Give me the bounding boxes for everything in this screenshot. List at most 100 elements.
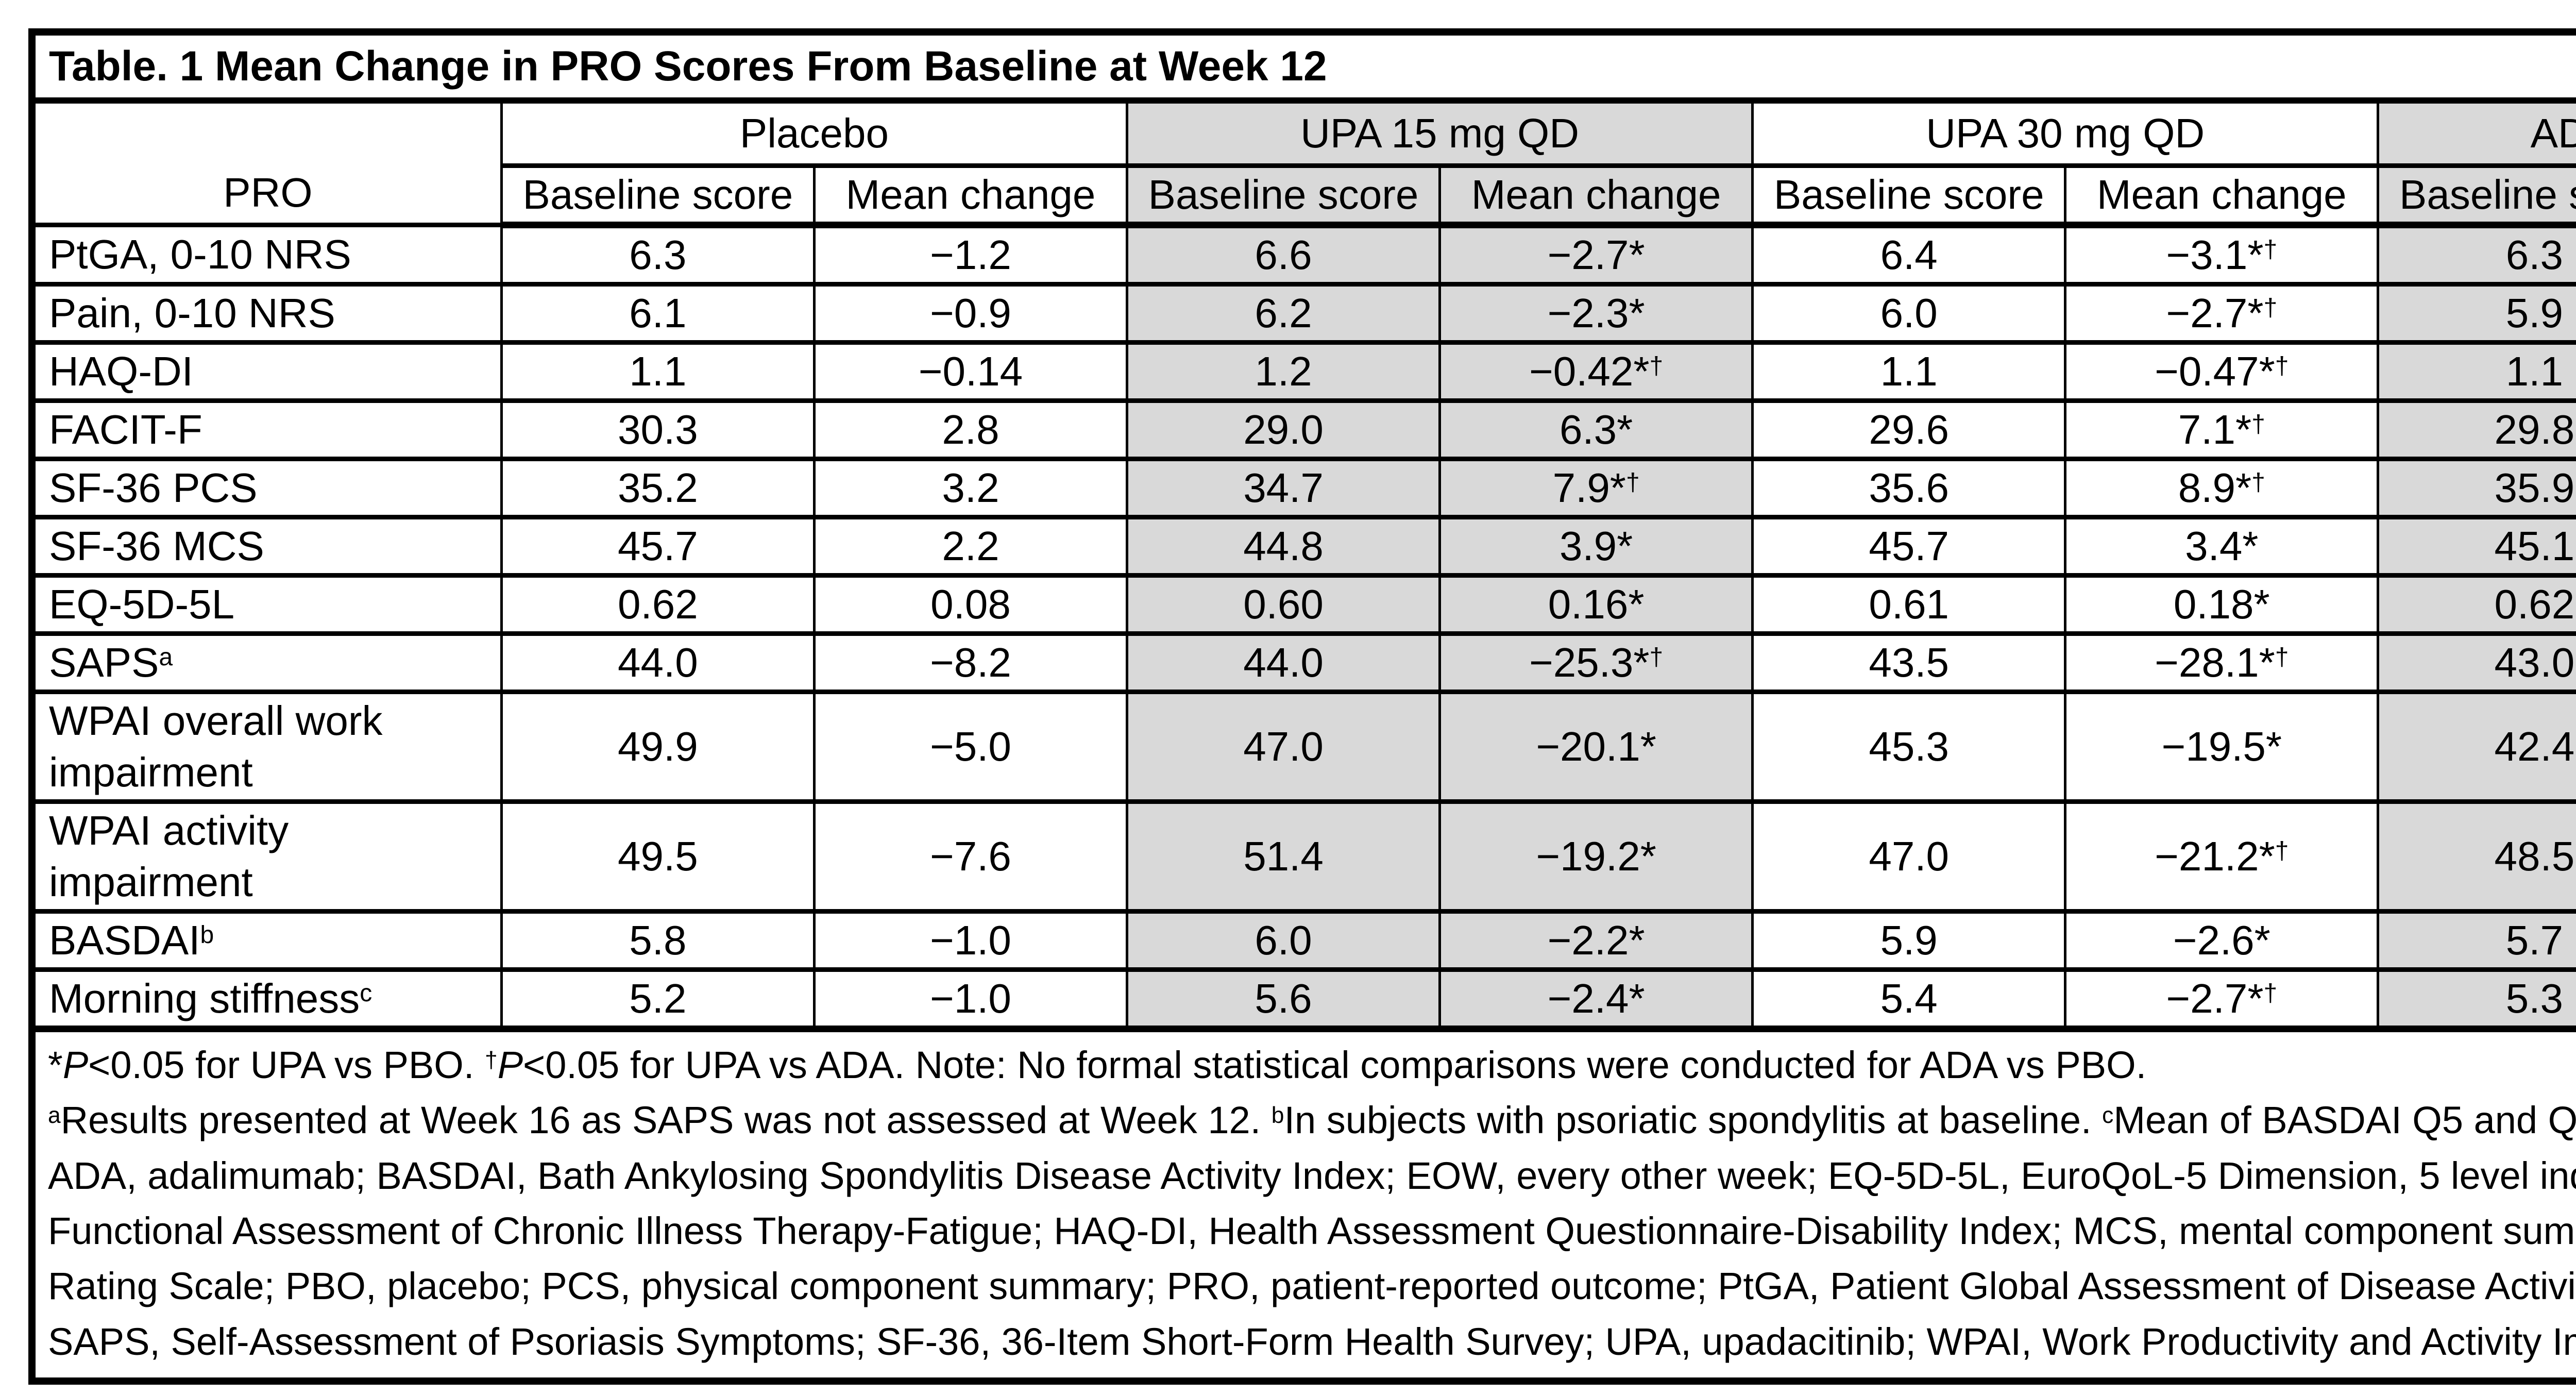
pro-cell: Morning stiffnessc (30, 968, 503, 1032)
value-cell: 2.8 (812, 399, 1129, 462)
group-header-upa30: UPA 30 mg QD (1751, 99, 2380, 169)
table-title: Table. 1 Mean Change in PRO Scores From … (30, 30, 2576, 104)
value-cell: 5.3 (2377, 968, 2576, 1032)
value-cell: −19.5* (2064, 691, 2380, 804)
value-cell: 0.60 (1125, 574, 1442, 636)
value-cell: 3.2 (812, 458, 1129, 520)
subheader-row: Baseline score Mean change Baseline scor… (32, 164, 2576, 229)
value-cell: 34.7 (1125, 458, 1442, 520)
value-cell: 3.4* (2064, 516, 2380, 578)
value-cell: 5.8 (500, 910, 816, 972)
subheader-change-upa15: Mean change (1438, 164, 1754, 229)
table-row: EQ-5D-5L0.620.080.600.16*0.610.18*0.620.… (30, 574, 2576, 636)
value-cell: −0.9 (812, 283, 1129, 345)
value-cell: 5.4 (1751, 968, 2067, 1032)
table-row: WPAI overall work impairment 49.9 −5.0 47.0… (30, 691, 2576, 804)
value-cell: 6.0 (1751, 283, 2067, 345)
footnote-abbreviations: ADA, adalimumab; BASDAI, Bath Ankylosing… (48, 1154, 2576, 1363)
value-cell: 6.3 (2377, 224, 2576, 287)
footnote-row: *P<0.05 for UPA vs PBO. †P<0.05 for UPA … (30, 1026, 2576, 1383)
value-cell: −2.7* (1438, 224, 1754, 287)
value-cell: 1.1 (1751, 341, 2067, 404)
value-cell: 51.4 (1125, 800, 1442, 914)
value-cell: 5.6 (1125, 968, 1442, 1032)
value-cell: 29.8 (2377, 399, 2576, 462)
pro-cell: SF-36 MCS (30, 516, 503, 578)
footnotes-block: *P<0.05 for UPA vs PBO. †P<0.05 for UPA … (30, 1026, 2576, 1383)
table-body: PtGA, 0-10 NRS 6.3 −1.2 6.6 −2.7* 6.4 −3.1*† 6.… (30, 224, 2576, 1032)
value-cell: 43.5 (1751, 632, 2067, 695)
value-cell: 6.3* (1438, 399, 1754, 462)
pro-cell: PtGA, 0-10 NRS (30, 224, 503, 287)
value-cell: 7.1*† (2064, 399, 2380, 462)
value-cell: 5.9 (1751, 910, 2067, 972)
value-cell: −25.3*† (1438, 632, 1754, 695)
pro-cell: BASDAIb (30, 910, 503, 972)
subheader-baseline-ada40: Baseline score (2377, 164, 2576, 229)
table-row: Morning stiffnessc 5.2 −1.0 5.6 −2.4* 5.4 −2.7… (30, 968, 2576, 1032)
value-cell: −19.2* (1438, 800, 1754, 914)
pro-cell: SAPSa (30, 632, 503, 695)
value-cell: 43.0 (2377, 632, 2576, 695)
value-cell: 44.0 (1125, 632, 1442, 695)
value-cell: 3.9* (1438, 516, 1754, 578)
value-cell: −28.1*† (2064, 632, 2380, 695)
value-cell: 8.9*† (2064, 458, 2380, 520)
value-cell: 6.4 (1751, 224, 2067, 287)
value-cell: −7.6 (812, 800, 1129, 914)
value-cell: 0.62 (2377, 574, 2576, 636)
value-cell: 45.1 (2377, 516, 2576, 578)
value-cell: 49.5 (500, 800, 816, 914)
table-row: WPAI activity impairment 49.5 −7.6 51.4 −19.… (30, 800, 2576, 914)
subheader-change-upa30: Mean change (2064, 164, 2380, 229)
value-cell: 7.9*† (1438, 458, 1754, 520)
value-cell: 47.0 (1125, 691, 1442, 804)
value-cell: −3.1*† (2064, 224, 2380, 287)
value-cell: −0.47*† (2064, 341, 2380, 404)
value-cell: 1.1 (500, 341, 816, 404)
value-cell: 35.9 (2377, 458, 2576, 520)
value-cell: −1.0 (812, 910, 1129, 972)
value-cell: 0.08 (812, 574, 1129, 636)
value-cell: 5.9 (2377, 283, 2576, 345)
value-cell: 5.2 (500, 968, 816, 1032)
value-cell: 1.1 (2377, 341, 2576, 404)
value-cell: 1.2 (1125, 341, 1442, 404)
value-cell: −1.2 (812, 224, 1129, 287)
table-row: FACIT-F30.32.829.06.3*29.67.1*†29.85.7 (30, 399, 2576, 462)
value-cell: −2.2* (1438, 910, 1754, 972)
value-cell: −2.7*† (2064, 968, 2380, 1032)
value-cell: 0.16* (1438, 574, 1754, 636)
value-cell: 5.7 (2377, 910, 2576, 972)
table-row: Pain, 0-10 NRS 6.1 −0.9 6.2 −2.3* 6.0 −2.7*† 5.… (30, 283, 2576, 345)
value-cell: 0.18* (2064, 574, 2380, 636)
table-row: SAPSa44.0−8.244.0−25.3*†43.5−28.1*†43.0−… (30, 632, 2576, 695)
value-cell: −8.2 (812, 632, 1129, 695)
table-row: HAQ-DI1.1−0.141.2−0.42*†1.1−0.47*†1.1−0.… (30, 341, 2576, 404)
value-cell: 48.5 (2377, 800, 2576, 914)
value-cell: −0.14 (812, 341, 1129, 404)
value-cell: 6.1 (500, 283, 816, 345)
value-cell: 44.0 (500, 632, 816, 695)
value-cell: 45.3 (1751, 691, 2067, 804)
value-cell: −2.4* (1438, 968, 1754, 1032)
value-cell: −20.1* (1438, 691, 1754, 804)
value-cell: 35.2 (500, 458, 816, 520)
group-header-upa15: UPA 15 mg QD (1125, 99, 1754, 169)
value-cell: 35.6 (1751, 458, 2067, 520)
pro-cell: SF-36 PCS (30, 458, 503, 520)
value-cell: 2.2 (812, 516, 1129, 578)
pro-cell: EQ-5D-5L (30, 574, 503, 636)
value-cell: 6.6 (1125, 224, 1442, 287)
pro-cell: WPAI overall work impairment (30, 691, 503, 804)
subheader-baseline-upa30: Baseline score (1751, 164, 2067, 229)
group-header-placebo: Placebo (500, 99, 1129, 169)
pro-scores-table: Table. 1 Mean Change in PRO Scores From … (28, 28, 2576, 1385)
value-cell: −0.42*† (1438, 341, 1754, 404)
value-cell: −21.2*† (2064, 800, 2380, 914)
value-cell: 0.62 (500, 574, 816, 636)
value-cell: 42.4 (2377, 691, 2576, 804)
